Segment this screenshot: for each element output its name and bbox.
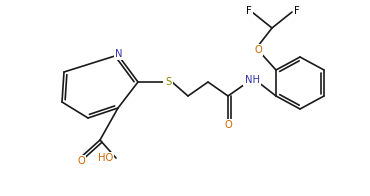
Text: O: O [77,156,85,166]
Text: HO: HO [98,153,114,163]
Text: N: N [115,49,123,59]
Text: S: S [165,77,171,87]
Text: NH: NH [245,75,259,85]
Text: F: F [294,6,300,16]
Text: F: F [246,6,252,16]
Text: O: O [224,120,232,130]
Text: O: O [254,45,262,55]
